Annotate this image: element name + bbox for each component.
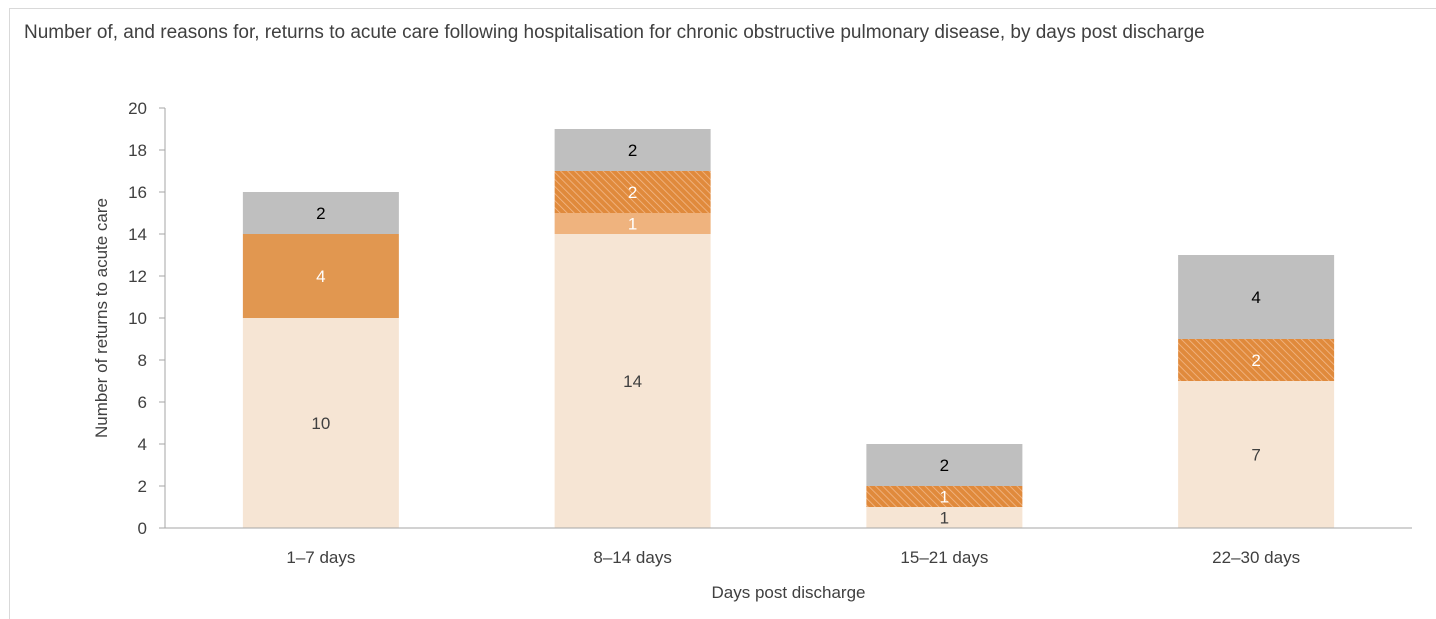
data-label: 1: [628, 215, 637, 234]
data-label: 2: [628, 183, 637, 202]
data-label: 1: [940, 488, 949, 507]
bar-segment-1-4: [1178, 381, 1335, 528]
y-tick-label: 6: [138, 393, 147, 412]
y-tick-label: 0: [138, 519, 147, 538]
bar-segment-4-4: [1178, 339, 1335, 381]
x-axis-title: Days post discharge: [711, 583, 865, 602]
bar-segment-5-3: [866, 444, 1023, 486]
y-tick-label: 12: [128, 267, 147, 286]
bar-segment-5-4: [1178, 255, 1335, 339]
y-tick-label: 10: [128, 309, 147, 328]
y-axis-title: Number of returns to acute care: [92, 198, 111, 438]
y-tick-label: 4: [138, 435, 147, 454]
y-tick-label: 14: [128, 225, 147, 244]
data-label: 14: [623, 372, 642, 391]
data-label: 4: [1251, 288, 1260, 307]
y-tick-label: 2: [138, 477, 147, 496]
bar-segment-1-1: [242, 318, 399, 528]
data-label: 1: [940, 509, 949, 528]
bar-segment-1-3: [866, 507, 1023, 528]
bar-segment-4-3: [866, 486, 1023, 507]
y-tick-label: 8: [138, 351, 147, 370]
bar-segment-5-2: [554, 129, 711, 171]
x-tick-label: 15–21 days: [900, 548, 988, 567]
bar-segment-2-2: [554, 213, 711, 234]
y-tick-label: 18: [128, 141, 147, 160]
chart-frame: [9, 8, 1436, 619]
data-label: 2: [628, 141, 637, 160]
bar-segment-5-1: [242, 192, 399, 234]
data-label: 2: [316, 204, 325, 223]
x-tick-label: 1–7 days: [286, 548, 355, 567]
chart-title: Number of, and reasons for, returns to a…: [24, 22, 1205, 43]
bar-segment-4-2: [554, 171, 711, 213]
x-tick-label: 8–14 days: [593, 548, 671, 567]
y-tick-label: 16: [128, 183, 147, 202]
data-label: 4: [316, 267, 325, 286]
data-label: 10: [311, 414, 330, 433]
data-label: 2: [940, 456, 949, 475]
y-tick-label: 20: [128, 99, 147, 118]
bar-segment-3-1: [242, 234, 399, 318]
x-tick-label: 22–30 days: [1212, 548, 1300, 567]
bar-segment-1-2: [554, 234, 711, 528]
data-label: 7: [1251, 446, 1260, 465]
data-label: 2: [1251, 351, 1260, 370]
